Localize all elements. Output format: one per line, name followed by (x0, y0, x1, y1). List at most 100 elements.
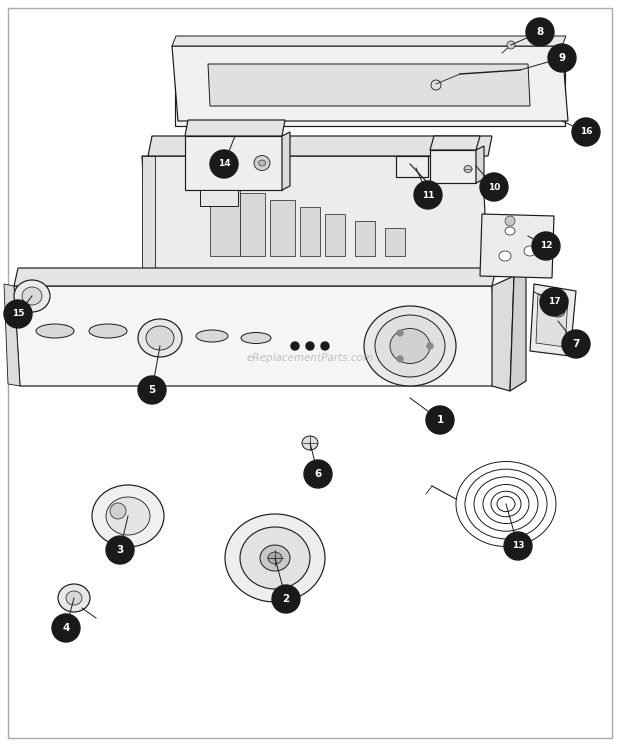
Ellipse shape (225, 514, 325, 602)
Circle shape (562, 330, 590, 358)
Circle shape (540, 288, 568, 316)
Text: 15: 15 (12, 310, 24, 319)
Circle shape (572, 118, 600, 146)
Ellipse shape (499, 251, 511, 261)
Circle shape (504, 532, 532, 560)
Polygon shape (14, 268, 496, 286)
Polygon shape (430, 150, 476, 183)
Ellipse shape (464, 166, 472, 172)
Circle shape (526, 18, 554, 46)
Circle shape (291, 342, 299, 350)
Polygon shape (185, 120, 285, 136)
Text: 1: 1 (436, 415, 444, 425)
Ellipse shape (259, 160, 265, 166)
Ellipse shape (138, 319, 182, 357)
Ellipse shape (196, 330, 228, 342)
Polygon shape (270, 200, 295, 256)
Ellipse shape (36, 324, 74, 338)
Polygon shape (210, 186, 240, 256)
Text: eReplacementParts.com: eReplacementParts.com (246, 353, 374, 363)
Ellipse shape (551, 305, 565, 317)
Polygon shape (142, 156, 155, 271)
Ellipse shape (524, 246, 536, 256)
Text: 16: 16 (580, 128, 592, 137)
Polygon shape (172, 36, 566, 46)
Text: 12: 12 (540, 242, 552, 251)
Ellipse shape (14, 280, 50, 312)
Text: 13: 13 (512, 542, 525, 551)
Circle shape (110, 503, 126, 519)
Polygon shape (325, 214, 345, 256)
Text: 5: 5 (148, 385, 156, 395)
Polygon shape (530, 284, 576, 356)
Text: 17: 17 (547, 298, 560, 307)
Circle shape (272, 585, 300, 613)
Polygon shape (510, 271, 526, 391)
Circle shape (414, 181, 442, 209)
Polygon shape (172, 46, 568, 121)
Ellipse shape (254, 155, 270, 171)
Text: 6: 6 (314, 469, 322, 479)
Ellipse shape (92, 485, 164, 547)
Polygon shape (476, 146, 484, 183)
Text: 8: 8 (536, 27, 544, 37)
Ellipse shape (146, 326, 174, 350)
Polygon shape (355, 221, 375, 256)
Circle shape (480, 173, 508, 201)
Circle shape (505, 216, 515, 226)
Ellipse shape (22, 287, 42, 305)
Polygon shape (208, 64, 530, 106)
Text: 14: 14 (218, 160, 230, 169)
Polygon shape (536, 294, 568, 347)
Polygon shape (240, 193, 265, 256)
Ellipse shape (58, 584, 90, 612)
Circle shape (321, 342, 329, 350)
Polygon shape (185, 136, 282, 190)
Ellipse shape (375, 315, 445, 377)
Polygon shape (200, 190, 238, 206)
Polygon shape (14, 286, 498, 386)
Ellipse shape (505, 227, 515, 235)
Polygon shape (300, 207, 320, 256)
Text: 7: 7 (572, 339, 580, 349)
Ellipse shape (390, 328, 430, 363)
Ellipse shape (302, 436, 318, 450)
Ellipse shape (364, 306, 456, 386)
Ellipse shape (144, 325, 180, 337)
Polygon shape (480, 214, 554, 278)
Text: 3: 3 (117, 545, 123, 555)
Circle shape (532, 232, 560, 260)
Circle shape (138, 376, 166, 404)
Ellipse shape (555, 309, 561, 313)
Circle shape (52, 614, 80, 642)
Polygon shape (4, 284, 20, 386)
Ellipse shape (260, 545, 290, 571)
Ellipse shape (66, 591, 82, 605)
Polygon shape (385, 228, 405, 256)
Circle shape (426, 406, 454, 434)
Text: 9: 9 (559, 53, 565, 63)
Ellipse shape (241, 333, 271, 343)
Circle shape (507, 41, 515, 49)
Circle shape (397, 330, 403, 336)
Polygon shape (148, 136, 492, 156)
Ellipse shape (89, 324, 127, 338)
Text: 2: 2 (282, 594, 290, 604)
Ellipse shape (240, 527, 310, 589)
Circle shape (106, 536, 134, 564)
Ellipse shape (268, 552, 282, 564)
Polygon shape (282, 132, 290, 190)
Circle shape (397, 356, 403, 362)
Circle shape (548, 44, 576, 72)
Circle shape (306, 342, 314, 350)
Text: 4: 4 (63, 623, 69, 633)
Polygon shape (492, 276, 514, 391)
Ellipse shape (106, 497, 150, 535)
Circle shape (427, 343, 433, 349)
Text: 10: 10 (488, 183, 500, 192)
Circle shape (210, 150, 238, 178)
Polygon shape (175, 56, 565, 126)
Circle shape (304, 460, 332, 488)
Text: 11: 11 (422, 190, 434, 199)
Polygon shape (396, 156, 428, 177)
